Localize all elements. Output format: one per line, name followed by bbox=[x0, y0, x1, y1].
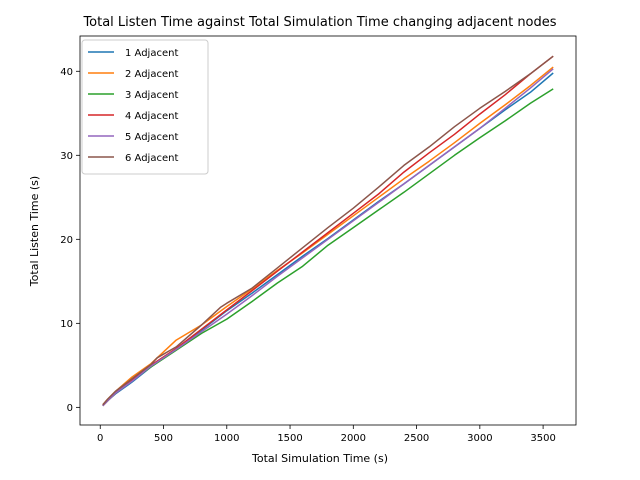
series-line-5 bbox=[102, 68, 554, 407]
x-axis-label: Total Simulation Time (s) bbox=[251, 452, 388, 465]
y-axis-label: Total Listen Time (s) bbox=[28, 176, 41, 287]
y-axis: 0 10 20 30 40 bbox=[60, 67, 80, 414]
x-tick-label: 2500 bbox=[404, 433, 429, 444]
y-tick-label: 20 bbox=[60, 235, 73, 246]
y-tick-label: 40 bbox=[60, 67, 73, 78]
plot-frame bbox=[79, 35, 577, 426]
legend-label-6: 6 Adjacent bbox=[125, 153, 178, 164]
series-line-6 bbox=[102, 55, 554, 406]
legend-label-5: 5 Adjacent bbox=[125, 132, 178, 143]
x-tick-label: 500 bbox=[154, 433, 173, 444]
y-tick-label: 0 bbox=[67, 403, 73, 414]
x-tick-label: 1500 bbox=[277, 433, 302, 444]
x-tick-label: 2000 bbox=[341, 433, 366, 444]
legend-label-3: 3 Adjacent bbox=[125, 90, 178, 101]
x-tick-label: 3500 bbox=[530, 433, 555, 444]
legend-label-2: 2 Adjacent bbox=[125, 69, 178, 80]
legend: 1 Adjacent 2 Adjacent 3 Adjacent 4 Adjacent… bbox=[81, 39, 209, 175]
x-tick-label: 3000 bbox=[467, 433, 492, 444]
chart-title: Total Listen Time against Total Simulati… bbox=[82, 15, 556, 30]
y-tick-label: 10 bbox=[60, 319, 73, 330]
x-axis: 0 500 1000 1500 2000 2500 3000 3500 bbox=[97, 425, 556, 444]
x-tick-label: 0 bbox=[97, 433, 103, 444]
plot-area bbox=[102, 55, 554, 407]
y-tick-label: 30 bbox=[60, 151, 73, 162]
legend-label-1: 1 Adjacent bbox=[125, 48, 178, 59]
x-tick-label: 1000 bbox=[214, 433, 239, 444]
legend-label-4: 4 Adjacent bbox=[125, 111, 178, 122]
